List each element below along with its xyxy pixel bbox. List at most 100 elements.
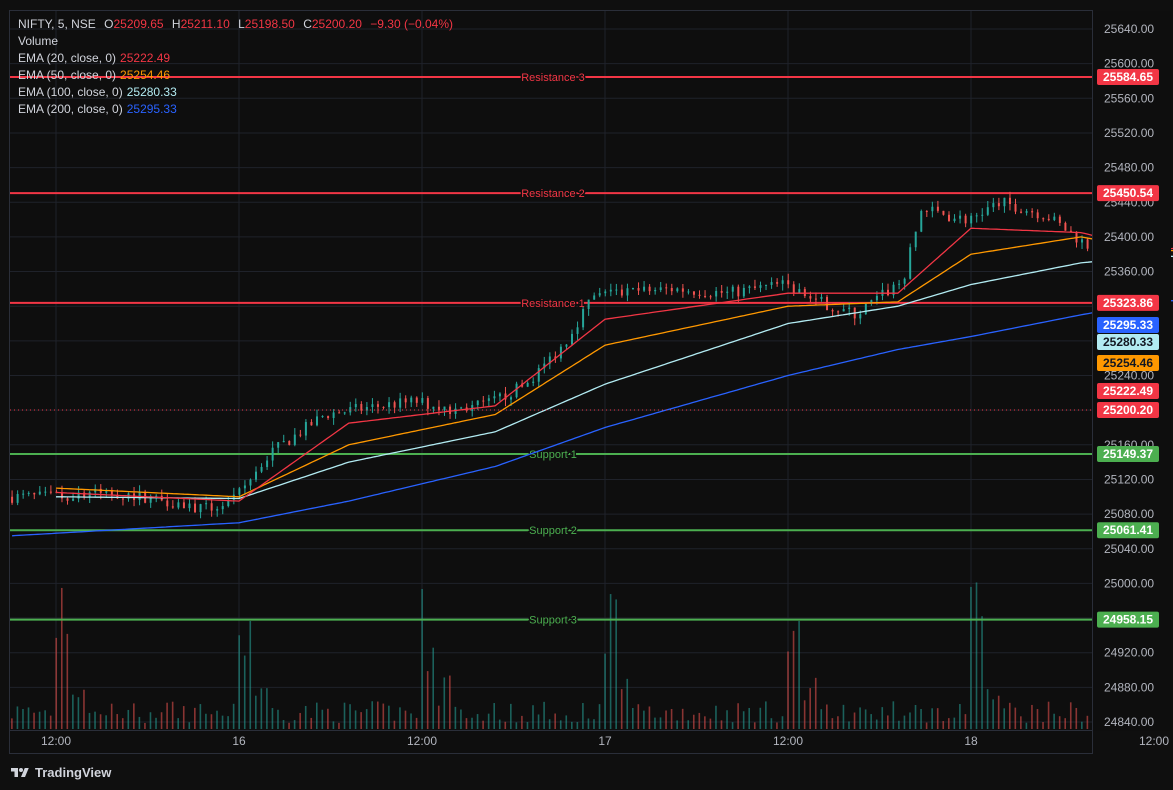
open-label: O <box>104 17 114 31</box>
candle-body <box>83 492 86 497</box>
volume-bar <box>593 719 595 729</box>
volume-bar <box>205 713 207 729</box>
volume-bar <box>1058 716 1061 729</box>
time-tick-label: 12:00 <box>773 734 803 748</box>
candle-body <box>343 412 346 414</box>
volume-bar <box>310 717 313 729</box>
price-axis: 24840.00 24880.00 24920.00 25000.00 25040.00… <box>1093 11 1171 731</box>
candle-body <box>388 402 391 408</box>
volume-bar <box>781 716 784 729</box>
volume-bar <box>986 689 989 729</box>
volume-bar <box>77 697 80 729</box>
candle-body <box>16 493 19 503</box>
ema200-legend[interactable]: EMA (200, close, 0) 25295.33 <box>18 101 453 118</box>
support-resistance-lines: Resistance 3 Resistance 2 Resistance 1 Supp… <box>10 70 1092 628</box>
candle-body <box>460 407 463 409</box>
volume-bar <box>704 716 706 729</box>
volume-bar <box>798 620 800 729</box>
candle-body <box>1003 197 1006 207</box>
volume-bar <box>227 716 229 729</box>
ema200-label: EMA (200, close, 0) <box>18 102 123 116</box>
candle-body <box>1086 239 1089 249</box>
candle-body <box>626 288 629 296</box>
candle-body <box>382 406 385 408</box>
candle-body <box>1064 222 1067 231</box>
volume-label: Volume <box>18 34 59 48</box>
volume-bar <box>332 721 335 729</box>
volume-bar <box>432 647 435 729</box>
candle-body <box>332 412 335 418</box>
candle-body <box>1036 212 1039 219</box>
volume-bar <box>410 713 412 729</box>
volume-bar <box>127 709 130 729</box>
volume-bar <box>304 705 307 729</box>
volume-bar <box>60 587 63 729</box>
volume-bar <box>571 721 573 729</box>
volume-bar <box>133 703 135 729</box>
candle-body <box>365 407 368 411</box>
volume-bar <box>936 708 939 729</box>
candle-body <box>731 286 734 292</box>
ema50-line <box>55 236 1173 498</box>
candle-body <box>709 296 712 298</box>
volume-bar <box>975 582 978 729</box>
tradingview-logo[interactable]: TradingView <box>10 765 111 780</box>
low-value: 25198.50 <box>244 17 295 31</box>
volume-legend[interactable]: Volume <box>18 33 453 50</box>
candle-body <box>959 215 962 219</box>
ema20-line <box>55 227 1173 502</box>
volume-bar <box>144 722 146 729</box>
level-tag-label: 25584.65 <box>1103 70 1153 84</box>
level-tag-bg <box>1097 294 1159 311</box>
volume-bar <box>255 695 257 729</box>
ema50-legend[interactable]: EMA (50, close, 0) 25254.46 <box>18 67 453 84</box>
price-tick-label: 25600.00 <box>1104 57 1154 71</box>
candle-body <box>1047 218 1050 220</box>
candle-body <box>842 309 845 312</box>
symbol-label[interactable]: NIFTY, 5, NSE <box>18 17 96 31</box>
volume-bar <box>814 677 817 729</box>
volume-bar <box>748 707 751 729</box>
candle-body <box>515 383 518 398</box>
price-tag-bg <box>1097 402 1159 418</box>
volume-bar <box>537 714 540 729</box>
ema100-legend[interactable]: EMA (100, close, 0) 25280.33 <box>18 84 453 101</box>
candle-body <box>903 278 906 284</box>
chart-legend: NIFTY, 5, NSE O25209.65 H25211.10 L25198… <box>18 16 453 118</box>
price-tick-label: 25040.00 <box>1104 542 1154 556</box>
price-tick-label: 25520.00 <box>1104 126 1154 140</box>
candle-body <box>454 408 457 414</box>
candle-body <box>299 434 302 436</box>
candle-body <box>598 293 601 296</box>
candle-body <box>887 289 890 296</box>
candle-body <box>249 479 252 486</box>
candle-body <box>437 406 440 411</box>
volume-bar <box>887 715 889 729</box>
volume-bar <box>83 689 85 729</box>
volume-bar <box>510 703 512 729</box>
candle-body <box>1008 197 1011 205</box>
volume-bar <box>482 720 484 729</box>
volume-bar <box>676 720 678 729</box>
candle-body <box>698 294 701 296</box>
volume-bar <box>992 699 994 729</box>
candle-body <box>726 291 729 293</box>
chart-pane[interactable] <box>9 10 1093 754</box>
volume-bar <box>870 714 872 729</box>
volume-bar <box>765 701 767 729</box>
candle-body <box>659 287 662 291</box>
level-tag-bg <box>1097 185 1159 202</box>
candle-body <box>704 295 707 297</box>
candle-body <box>426 398 429 409</box>
ema20-legend[interactable]: EMA (20, close, 0) 25222.49 <box>18 50 453 67</box>
resistance-3-label: Resistance 3 <box>521 72 585 84</box>
candle-body <box>526 382 529 387</box>
candle-body <box>482 400 485 402</box>
volume-bar <box>587 718 590 729</box>
volume-bar <box>981 616 983 729</box>
volume-bar <box>404 710 407 729</box>
candle-body <box>227 499 230 507</box>
volume-bar <box>598 704 601 729</box>
volume-bar <box>376 701 379 729</box>
